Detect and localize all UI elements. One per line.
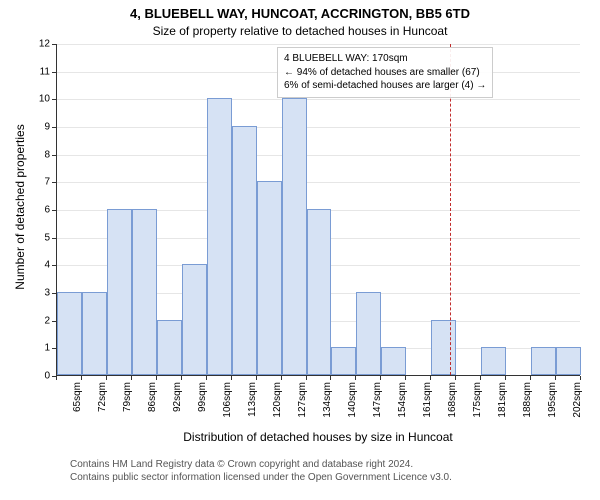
annotation-line-3: 6% of semi-detached houses are larger (4… <box>284 79 486 93</box>
gridline <box>57 127 580 128</box>
y-tick-label: 9 <box>30 122 50 133</box>
x-tick-label: 113sqm <box>247 382 258 417</box>
annotation-line-1: 4 BLUEBELL WAY: 170sqm <box>284 52 486 66</box>
x-tick-label: 99sqm <box>197 382 208 412</box>
x-tick-label: 161sqm <box>422 382 433 418</box>
gridline <box>57 99 580 100</box>
footer-line-2: Contains public sector information licen… <box>70 471 452 484</box>
plot-area: 4 BLUEBELL WAY: 170sqm← 94% of detached … <box>56 44 580 376</box>
annotation-box: 4 BLUEBELL WAY: 170sqm← 94% of detached … <box>277 47 493 98</box>
y-tick-label: 3 <box>30 288 50 299</box>
x-tick-label: 72sqm <box>97 382 108 412</box>
y-tick-label: 10 <box>30 94 50 105</box>
x-tick-label: 202sqm <box>572 382 583 418</box>
histogram-bar <box>232 126 257 375</box>
chart-title-address: 4, BLUEBELL WAY, HUNCOAT, ACCRINGTON, BB… <box>0 6 600 21</box>
y-tick-label: 4 <box>30 260 50 271</box>
histogram-bar <box>307 209 332 375</box>
y-tick-label: 1 <box>30 343 50 354</box>
histogram-bar <box>356 292 381 375</box>
x-tick-label: 168sqm <box>447 382 458 418</box>
gridline <box>57 182 580 183</box>
x-tick-label: 120sqm <box>272 382 283 418</box>
x-tick-label: 92sqm <box>172 382 183 412</box>
histogram-bar <box>57 292 82 375</box>
histogram-bar <box>207 98 232 375</box>
x-tick-label: 154sqm <box>397 382 408 418</box>
histogram-bar <box>82 292 107 375</box>
gridline <box>57 44 580 45</box>
x-tick-label: 181sqm <box>497 382 508 418</box>
histogram-bar <box>257 181 282 375</box>
x-tick-label: 127sqm <box>297 382 308 418</box>
x-tick-label: 86sqm <box>147 382 158 412</box>
x-tick-label: 79sqm <box>122 382 133 412</box>
histogram-bar <box>157 320 182 375</box>
histogram-bar <box>282 98 307 375</box>
histogram-bar <box>531 347 556 375</box>
y-tick-label: 6 <box>30 205 50 216</box>
y-tick-label: 7 <box>30 177 50 188</box>
y-tick-label: 8 <box>30 149 50 160</box>
x-tick-label: 65sqm <box>72 382 83 412</box>
histogram-bar <box>381 347 406 375</box>
chart-subtitle: Size of property relative to detached ho… <box>0 24 600 38</box>
x-tick-label: 140sqm <box>347 382 358 418</box>
x-tick-label: 147sqm <box>372 382 383 418</box>
x-tick-label: 188sqm <box>522 382 533 418</box>
gridline <box>57 155 580 156</box>
histogram-bar <box>182 264 207 375</box>
histogram-bar <box>331 347 356 375</box>
x-tick-label: 195sqm <box>547 382 558 418</box>
histogram-bar <box>107 209 132 375</box>
y-axis-label: Number of detached properties <box>13 47 27 367</box>
histogram-bar <box>431 320 456 375</box>
x-tick-label: 175sqm <box>472 382 483 418</box>
footer-line-1: Contains HM Land Registry data © Crown c… <box>70 458 452 471</box>
x-axis-label: Distribution of detached houses by size … <box>56 430 580 444</box>
y-tick-label: 0 <box>30 371 50 382</box>
x-tick-label: 134sqm <box>322 382 333 418</box>
y-tick-label: 12 <box>30 39 50 50</box>
x-tick-label: 106sqm <box>222 382 233 418</box>
y-tick-label: 2 <box>30 315 50 326</box>
y-tick-label: 5 <box>30 232 50 243</box>
histogram-bar <box>556 347 581 375</box>
histogram-bar <box>132 209 157 375</box>
histogram-bar <box>481 347 506 375</box>
property-size-chart: 4, BLUEBELL WAY, HUNCOAT, ACCRINGTON, BB… <box>0 0 600 500</box>
annotation-line-2: ← 94% of detached houses are smaller (67… <box>284 66 486 80</box>
y-tick-label: 11 <box>30 66 50 77</box>
